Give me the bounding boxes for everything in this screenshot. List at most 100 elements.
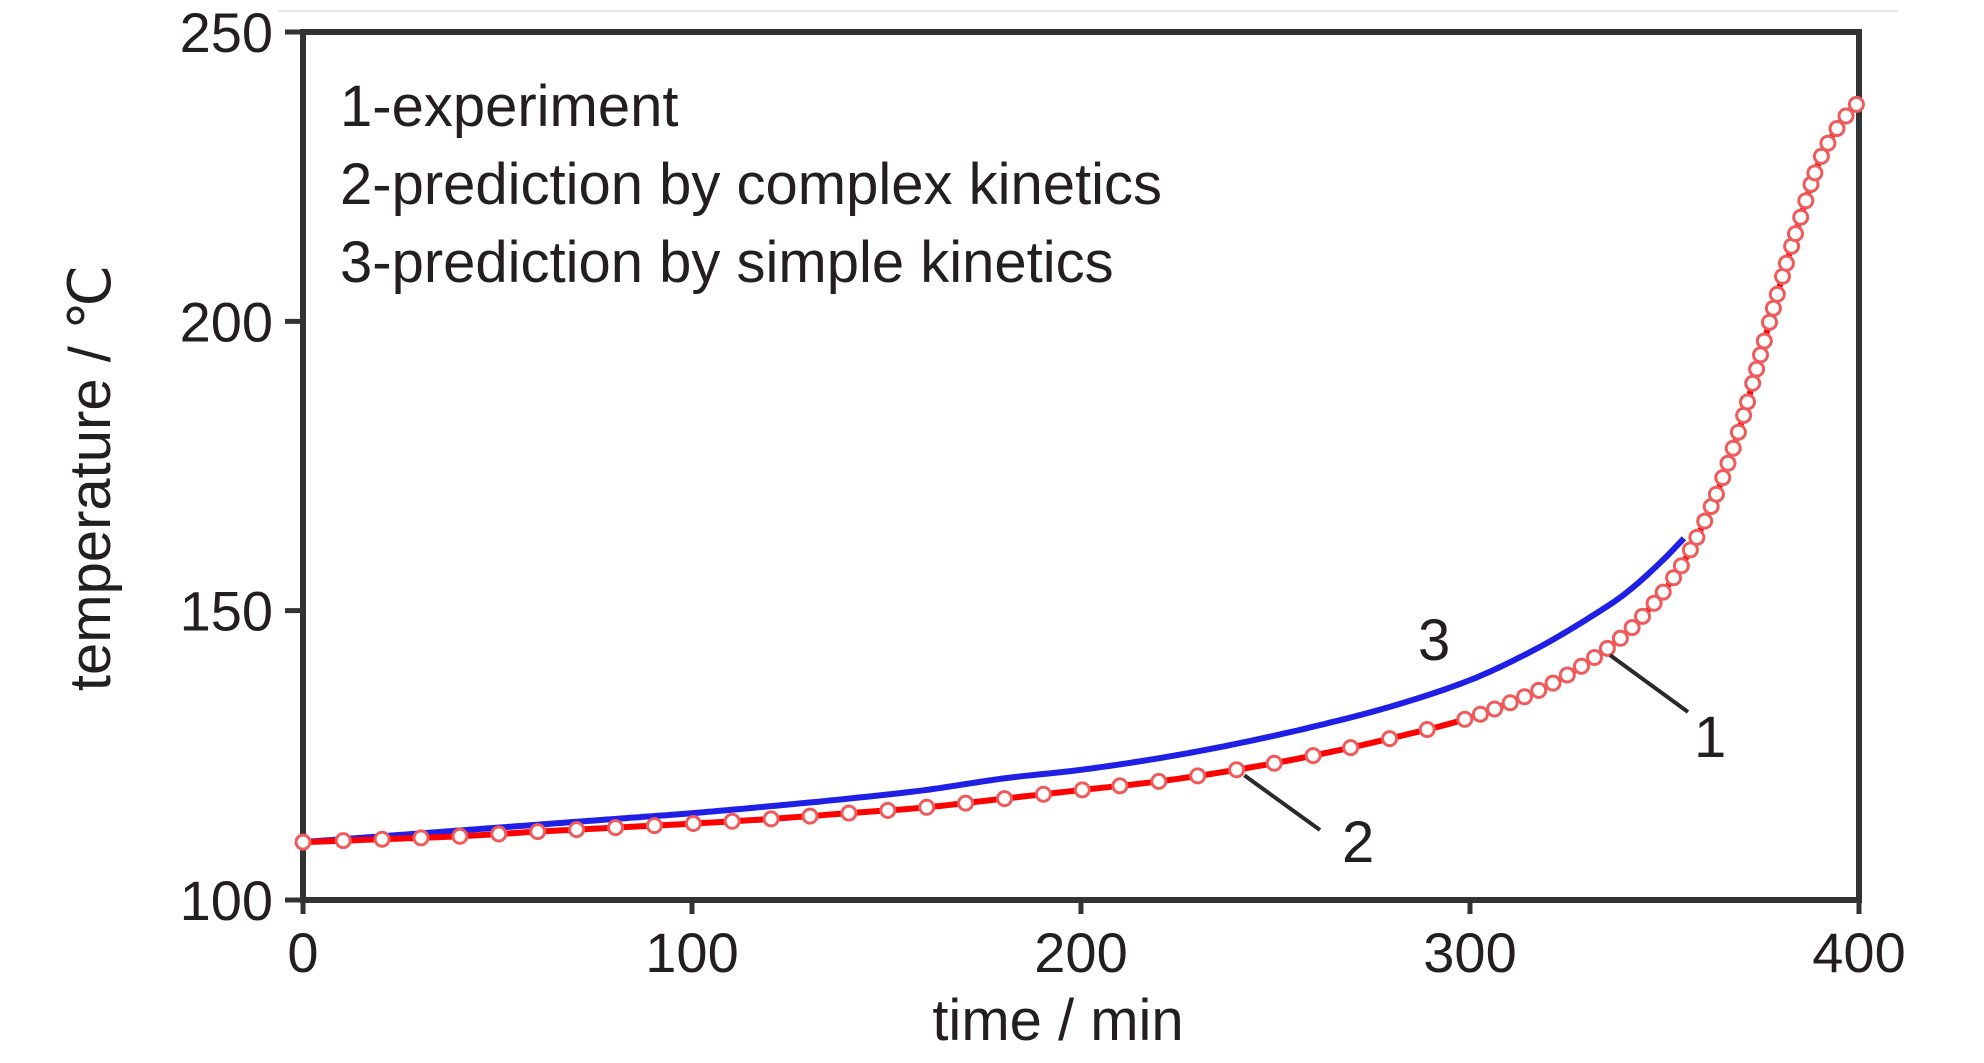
experiment-point [801, 807, 819, 825]
experiment-point [294, 833, 312, 851]
experiment-point [1530, 681, 1548, 699]
experiment-point [723, 812, 741, 830]
experiment-point [1471, 705, 1489, 723]
x-axis-title: time / min [932, 988, 1183, 1053]
y-tick-label: 200 [180, 290, 273, 353]
experiment-point [412, 829, 430, 847]
experiment-point [1634, 607, 1651, 625]
experiment-point [1544, 674, 1562, 692]
curve-label-3: 3 [1418, 608, 1450, 673]
experiment-point [1812, 147, 1830, 165]
experiment-point [1573, 657, 1590, 675]
experiment-point [1111, 777, 1129, 795]
leader-line-2 [1243, 773, 1322, 832]
experiment-point [996, 790, 1013, 808]
experiment-point [1729, 423, 1747, 441]
experiment-point [1304, 747, 1322, 765]
experiment-point [1558, 666, 1576, 684]
x-tick-label: 300 [1423, 921, 1516, 984]
experiment-point [1486, 700, 1504, 718]
experiment-point [1623, 619, 1641, 637]
legend-entry-2: 2-prediction by complex kinetics [340, 152, 1162, 217]
experiment-point [1265, 754, 1283, 772]
legend-entry-3: 3-prediction by simple kinetics [340, 230, 1114, 295]
experiment-point [684, 815, 702, 832]
experiment-point [645, 817, 663, 835]
series-simple-kinetics-line [302, 536, 1687, 846]
x-axis-ticks: 0 100 200 300 400 [287, 900, 1906, 984]
experiment-point [334, 832, 352, 850]
experiment-point [918, 798, 936, 816]
experiment-point [1792, 208, 1810, 226]
y-tick-label: 150 [180, 580, 273, 643]
series-experiment-markers [294, 95, 1865, 851]
experiment-point [1748, 360, 1766, 378]
experiment-point [1611, 629, 1629, 647]
experiment-point [1645, 594, 1663, 612]
experiment-point [1189, 767, 1207, 785]
experiment-point [1501, 694, 1519, 712]
experiment-point [1752, 346, 1769, 364]
experiment-point [1828, 120, 1846, 137]
experiment-point [1456, 710, 1474, 728]
experiment-point [1768, 285, 1786, 303]
experiment-point [957, 794, 975, 812]
experiment-point [1150, 772, 1168, 790]
experiment-point [1654, 583, 1672, 601]
experiment-point [1672, 557, 1690, 575]
experiment-point [1755, 332, 1773, 350]
y-axis-title: temperature / ℃ [58, 265, 123, 691]
experiment-point [1797, 192, 1815, 210]
experiment-point [373, 830, 391, 848]
experiment-point [1744, 374, 1762, 392]
experiment-point [1586, 649, 1603, 666]
x-tick-label: 400 [1812, 921, 1905, 984]
experiment-point [1724, 439, 1742, 457]
experiment-point [1381, 730, 1399, 748]
experiment-point [1735, 406, 1753, 424]
experiment-point [1688, 528, 1706, 546]
experiment-point [451, 827, 469, 845]
experiment-point [1034, 785, 1052, 803]
experiment-point [568, 821, 586, 839]
leader-line-1 [1608, 653, 1690, 714]
experiment-point [1806, 164, 1824, 182]
y-tick-label: 250 [180, 1, 273, 64]
experiment-point [1342, 739, 1360, 757]
experiment-point [1837, 107, 1855, 125]
experiment-point [1418, 721, 1436, 738]
experiment-point [1696, 512, 1714, 530]
experiment-point [607, 819, 624, 837]
label-leader-lines [1243, 653, 1690, 832]
y-tick-label: 100 [180, 869, 273, 932]
experiment-point [1665, 569, 1683, 587]
experiment-point [879, 801, 897, 819]
series-layer [294, 95, 1865, 851]
experiment-point [1764, 299, 1782, 317]
experiment-point [1787, 225, 1804, 243]
experiment-point [1598, 639, 1616, 657]
curve-label-2: 2 [1342, 810, 1374, 875]
experiment-point [1228, 761, 1246, 779]
experiment-point [1681, 541, 1699, 559]
experiment-point [1714, 469, 1732, 487]
x-tick-label: 100 [645, 921, 738, 984]
experiment-point [1516, 688, 1533, 706]
x-tick-label: 200 [1034, 921, 1127, 984]
experiment-point [1707, 485, 1725, 503]
legend-entry-1: 1-experiment [340, 74, 678, 139]
experiment-point [1761, 313, 1778, 331]
experiment-point [490, 825, 508, 843]
x-tick-label: 0 [287, 921, 318, 984]
curve-label-1: 1 [1694, 705, 1726, 770]
experiment-point [1847, 95, 1865, 113]
experiment-point [1719, 454, 1737, 472]
experiment-point [1777, 254, 1795, 272]
experiment-point [529, 823, 547, 841]
experiment-point [762, 810, 780, 828]
y-axis-ticks: 100 150 200 250 [180, 1, 303, 932]
experiment-point [1073, 781, 1091, 799]
experiment-point [840, 804, 858, 822]
experiment-point [1739, 393, 1756, 411]
